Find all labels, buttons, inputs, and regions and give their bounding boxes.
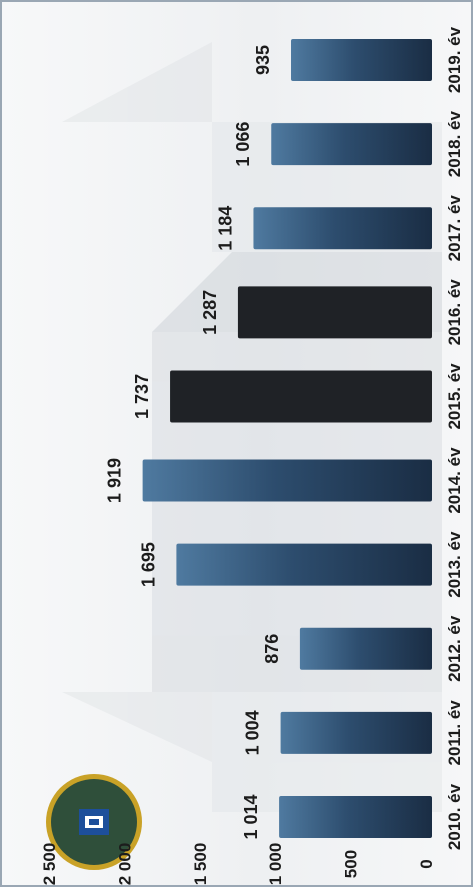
y-tick-label: 2 000 xyxy=(115,843,134,886)
bar xyxy=(271,123,432,166)
bar xyxy=(253,207,432,250)
bar xyxy=(280,711,432,754)
y-tick-label: 1 000 xyxy=(266,843,285,886)
bar xyxy=(170,370,432,423)
category-label: 2014. év xyxy=(445,447,464,514)
value-label: 1 919 xyxy=(105,458,125,503)
labels-layer: 2010. év 2011. év 2012. év 2013. év 2014. év… xyxy=(105,26,464,850)
value-label: 1 737 xyxy=(132,374,152,419)
bar xyxy=(237,286,432,339)
category-label: 2016. év xyxy=(445,279,464,346)
category-label: 2015. év xyxy=(445,363,464,430)
bars-layer xyxy=(142,39,432,838)
police-badge-logo xyxy=(46,774,142,870)
bar xyxy=(142,459,432,502)
y-tick-label: 0 xyxy=(417,859,436,868)
bar xyxy=(176,543,432,586)
value-label: 1 287 xyxy=(200,290,220,335)
category-label: 2013. év xyxy=(445,531,464,598)
axis-layer: 0 500 1 000 1 500 2 000 2 500 xyxy=(40,843,436,886)
value-label: 876 xyxy=(262,634,282,664)
value-label: 1 184 xyxy=(215,206,235,251)
category-label: 2011. év xyxy=(445,700,464,766)
value-label: 1 014 xyxy=(241,794,261,839)
value-label: 935 xyxy=(253,45,273,75)
bar xyxy=(279,796,432,838)
category-label: 2019. év xyxy=(445,26,464,93)
category-label: 2012. év xyxy=(445,615,464,682)
category-label: 2018. év xyxy=(445,110,464,177)
y-tick-label: 500 xyxy=(342,850,361,878)
value-label: 1 695 xyxy=(138,542,158,587)
y-tick-label: 1 500 xyxy=(191,843,210,886)
bar xyxy=(299,627,432,670)
category-label: 2010. év xyxy=(445,783,464,850)
value-label: 1 066 xyxy=(233,122,253,167)
category-label: 2017. év xyxy=(445,195,464,262)
y-tick-label: 2 500 xyxy=(40,843,59,886)
bar xyxy=(291,39,432,81)
value-label: 1 004 xyxy=(243,710,263,755)
